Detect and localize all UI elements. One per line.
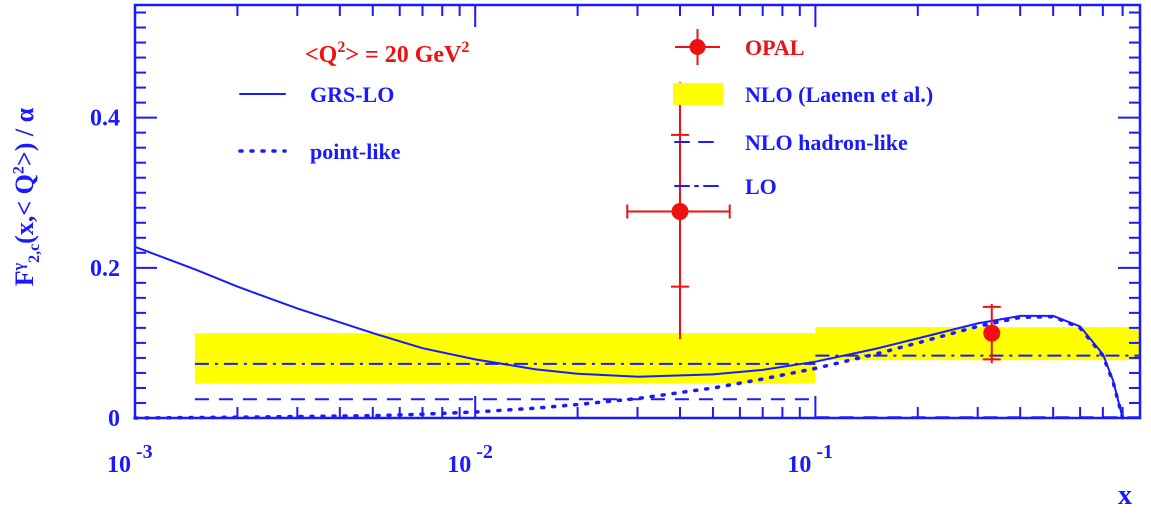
opal-point-2 [982,303,1001,364]
nlo-band-2 [815,327,1140,361]
tick-labels: 10 -3 10 -2 10 -1 0 0.2 0.4 [90,106,833,478]
x-axis-label: x [1118,480,1132,511]
legend-entry-lo: LO [674,174,777,199]
x-tick-label: 10 -1 [787,441,833,478]
ylabel-main: F [9,270,39,287]
legend-label: point-like [310,139,401,164]
grs-lo-curve [134,245,1124,419]
x-tick-label: 10 -2 [447,441,493,478]
ylabel-tail: (x,< Q [9,174,39,244]
legend-label: NLO (Laenen et al.) [745,82,933,107]
legend-label: NLO hadron-like [745,130,908,155]
x-tick-label: 10 -3 [107,441,153,478]
legend-entry-nlo-laenen-et-al-: NLO (Laenen et al.) [673,82,933,107]
legend-label: OPAL [745,35,804,60]
legend-swatch [673,83,723,105]
y-axis-label: Fγ2,c(x,< Q2>) / α [2,0,62,420]
ylabel-tail-sup: 2 [10,166,28,175]
opal-marker [671,203,689,220]
axes-layer [133,3,1142,420]
legend-label: LO [745,174,777,199]
ylabel-sub: 2,c [26,243,44,263]
y-tick-label: 0.4 [90,106,120,132]
y-tick-label: 0 [108,406,120,432]
nlo-band-1 [194,333,816,384]
point-like-curve [133,314,1125,420]
points-layer [626,82,1001,364]
annot-sup2: 2 [461,39,469,56]
y-tick-label: 0.2 [90,256,120,282]
legend-entry-point-like: point-like [238,139,401,164]
legend-entry-nlo-hadron-like: NLO hadron-like [674,130,908,155]
annot-sup: 2 [337,39,345,56]
opal-point-1 [626,82,731,340]
opal-marker [983,324,1001,342]
ylabel-end: >) / α [9,107,39,167]
legend-label: GRS-LO [310,82,394,107]
q2-annotation: <Q2> = 20 GeV2 [305,39,469,68]
ylabel-sup: γ [10,262,28,271]
annot-mid: > = 20 GeV [345,42,462,68]
legend-entry-opal: OPAL [675,29,804,65]
legend-marker [689,39,706,55]
legend: GRS-LO point-like OPAL NLO (Laenen et al.) N… [238,29,933,199]
legend-entry-grs-lo: GRS-LO [239,82,394,107]
annot-pre: <Q [305,42,337,68]
